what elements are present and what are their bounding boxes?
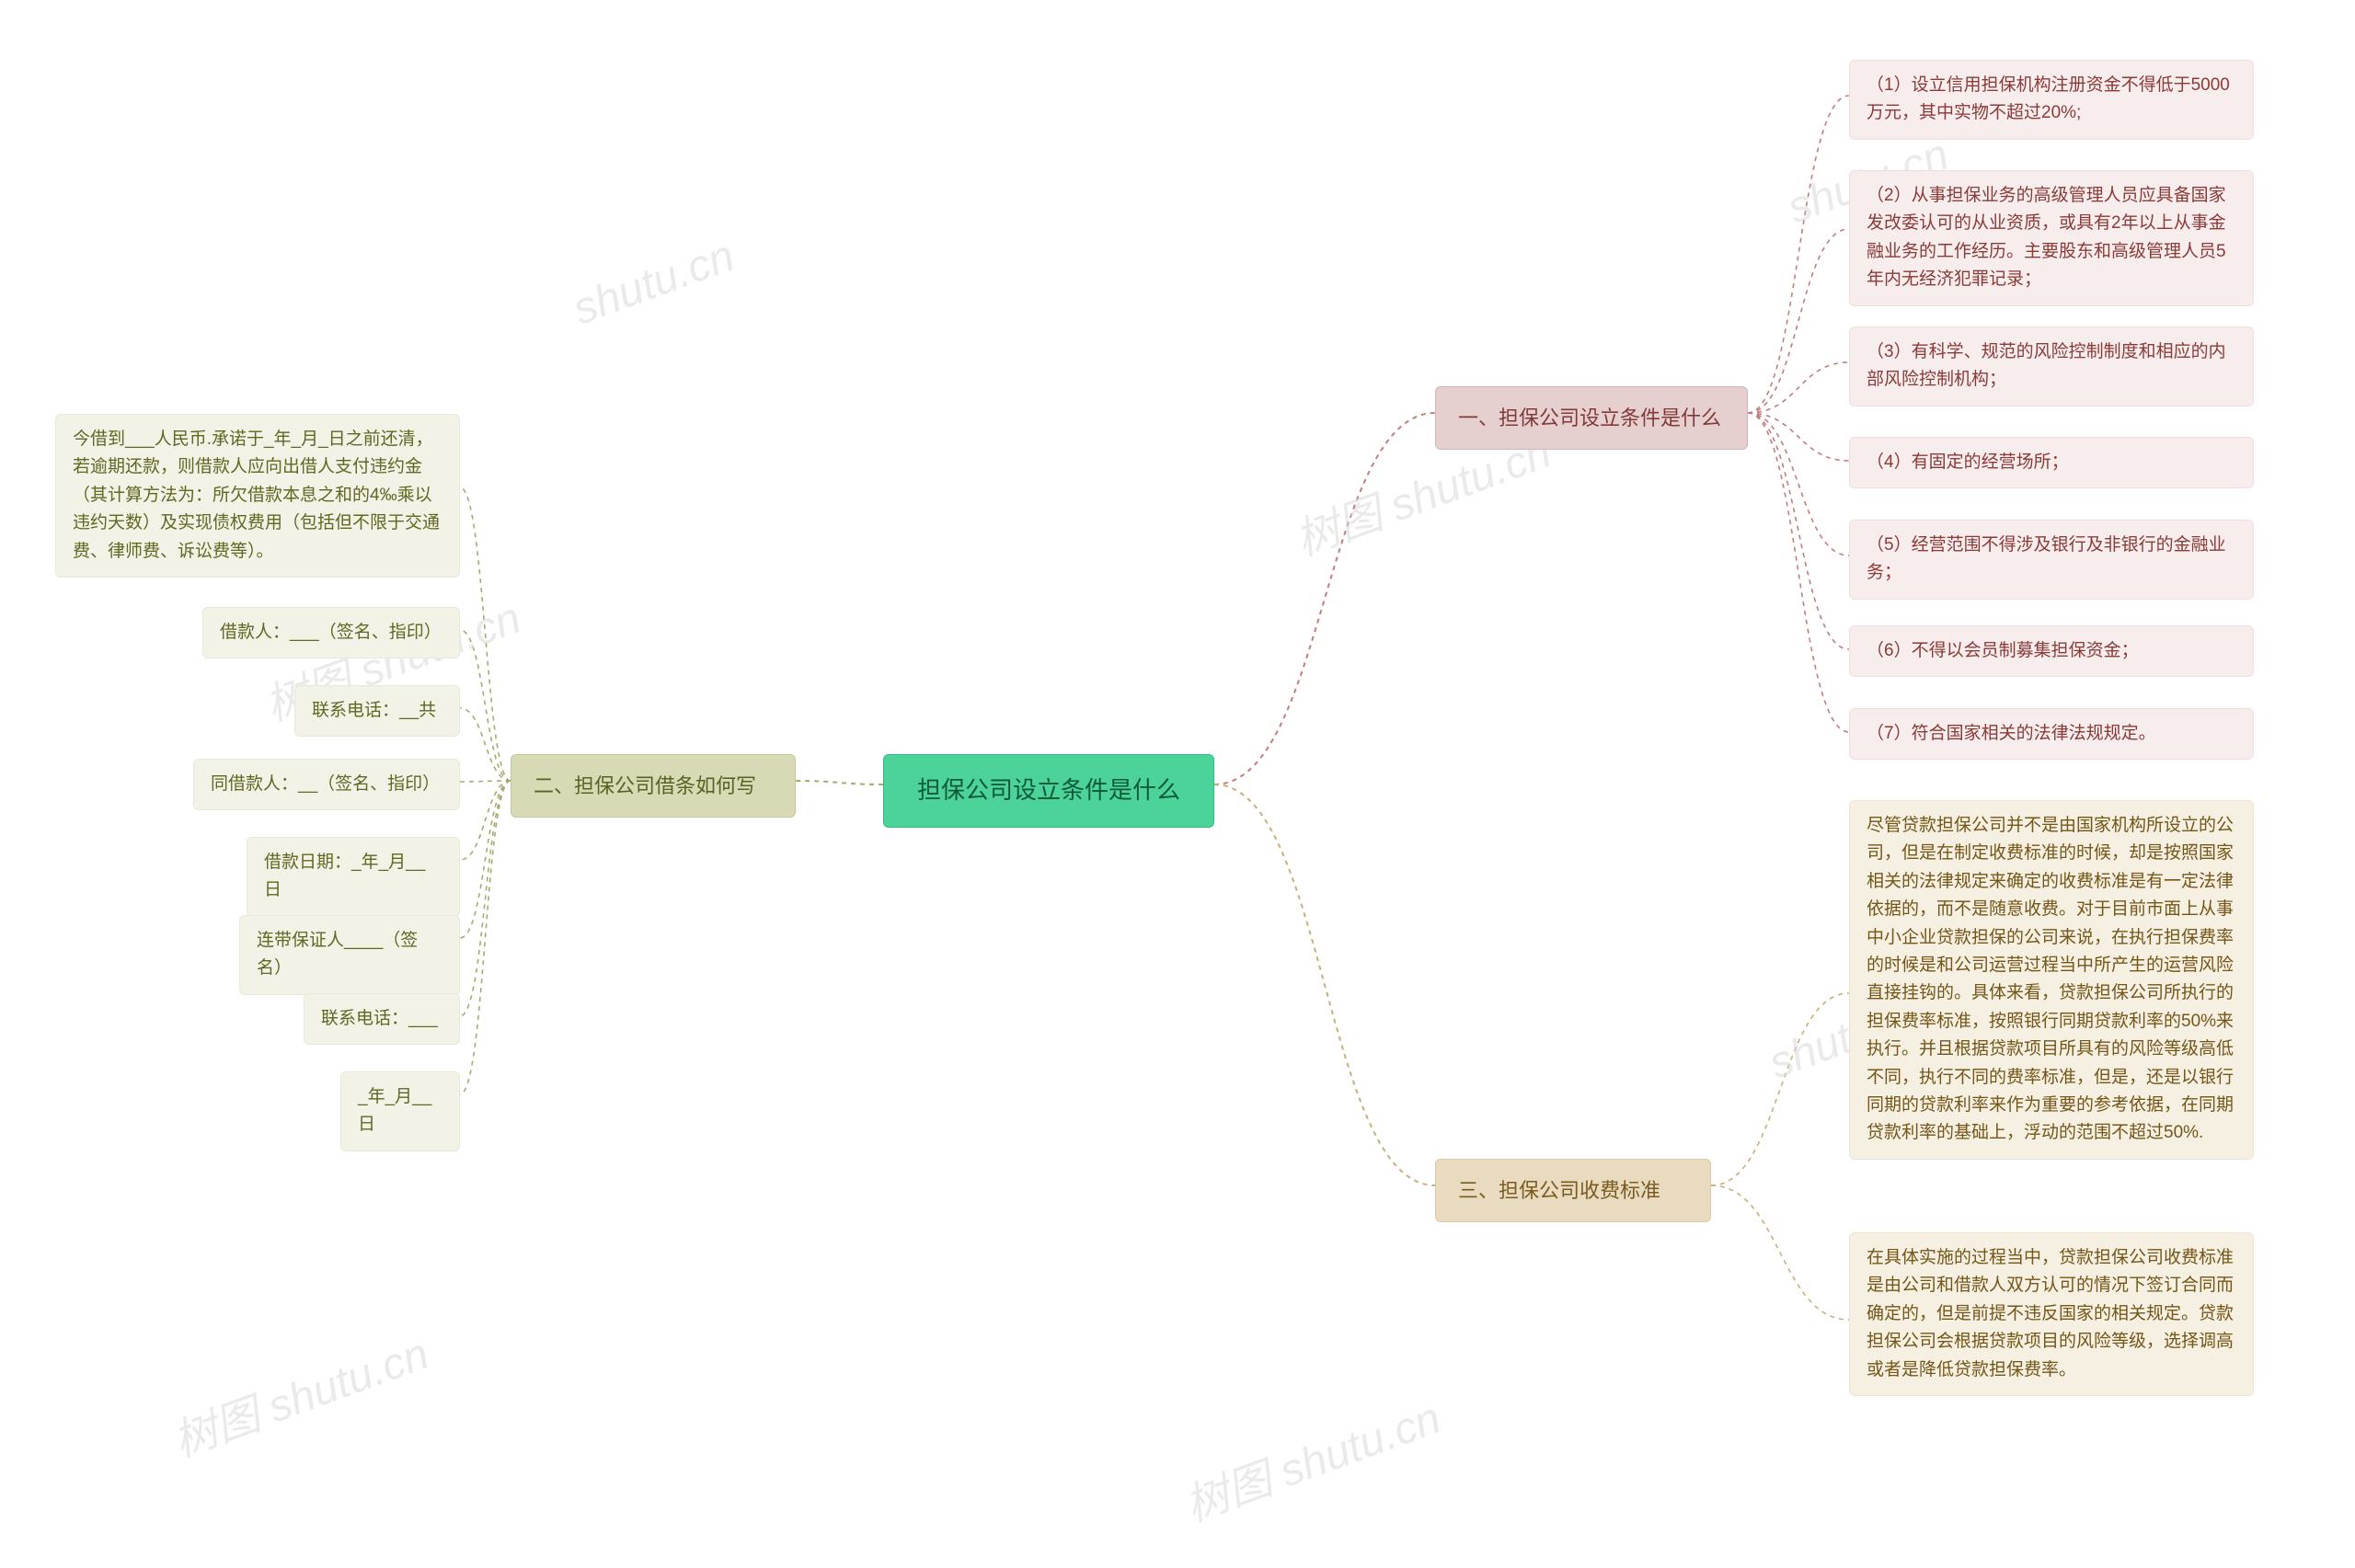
leaf-b1l6[interactable]: （6）不得以会员制募集担保资金；: [1849, 625, 2254, 677]
leaf-b2l4[interactable]: 同借款人：__（签名、指印）: [193, 759, 460, 810]
branch-b1[interactable]: 一、担保公司设立条件是什么: [1435, 386, 1748, 450]
leaf-b2l3[interactable]: 联系电话：__共: [294, 685, 460, 737]
watermark: 树图 shutu.cn: [163, 1317, 436, 1469]
leaf-b1l3[interactable]: （3）有科学、规范的风险控制制度和相应的内部风险控制机构；: [1849, 326, 2254, 406]
leaf-b1l4[interactable]: （4）有固定的经营场所；: [1849, 437, 2254, 488]
leaf-b3l2[interactable]: 在具体实施的过程当中，贷款担保公司收费标准是由公司和借款人双方认可的情况下签订合…: [1849, 1232, 2254, 1396]
branch-b2[interactable]: 二、担保公司借条如何写: [511, 754, 796, 818]
leaf-b3l1[interactable]: 尽管贷款担保公司并不是由国家机构所设立的公司，但是在制定收费标准的时候，却是按照…: [1849, 800, 2254, 1160]
leaf-b1l1[interactable]: （1）设立信用担保机构注册资金不得低于5000万元，其中实物不超过20%;: [1849, 60, 2254, 140]
branch-b3[interactable]: 三、担保公司收费标准: [1435, 1159, 1711, 1222]
leaf-b2l2[interactable]: 借款人：___（签名、指印）: [202, 607, 460, 658]
leaf-b1l2[interactable]: （2）从事担保业务的高级管理人员应具备国家发改委认可的从业资质，或具有2年以上从…: [1849, 170, 2254, 306]
leaf-b2l5[interactable]: 借款日期：_年_月__日: [247, 837, 460, 917]
leaf-b1l5[interactable]: （5）经营范围不得涉及银行及非银行的金融业务；: [1849, 520, 2254, 600]
watermark: shutu.cn: [567, 231, 741, 336]
watermark: 树图 shutu.cn: [1175, 1381, 1448, 1533]
leaf-b2l7[interactable]: 联系电话：___: [304, 993, 460, 1045]
leaf-b2l8[interactable]: _年_月__日: [340, 1071, 460, 1151]
root-node[interactable]: 担保公司设立条件是什么: [883, 754, 1214, 828]
leaf-b1l7[interactable]: （7）符合国家相关的法律法规规定。: [1849, 708, 2254, 760]
leaf-b2l1[interactable]: 今借到___人民币.承诺于_年_月_日之前还清，若逾期还款，则借款人应向出借人支…: [55, 414, 460, 578]
mindmap-canvas: 树图 shutu.cnshutu.cn树图 shutu.cnshutu.cn树图…: [0, 0, 2355, 1568]
leaf-b2l6[interactable]: 连带保证人____（签名）: [239, 915, 460, 995]
